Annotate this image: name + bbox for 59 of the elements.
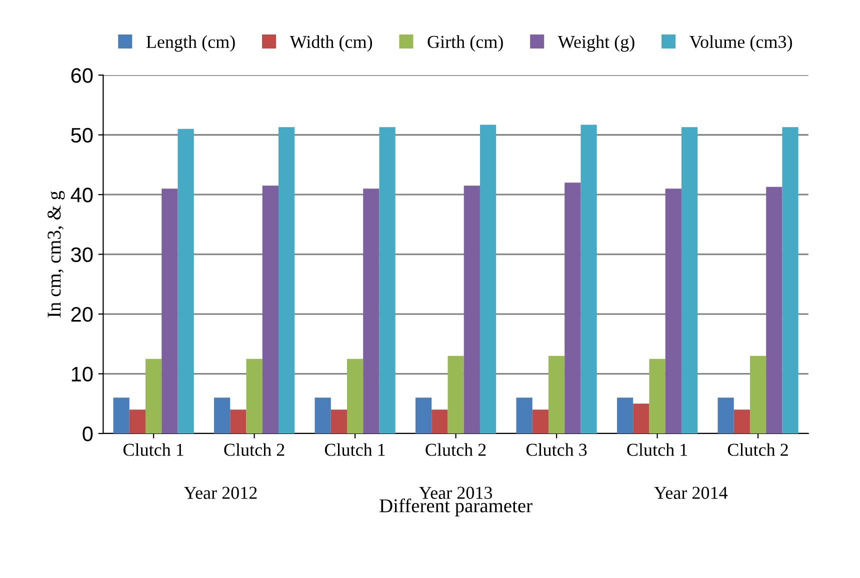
bar (564, 182, 581, 434)
y-tick-label: 10 (72, 366, 93, 382)
bar (330, 410, 347, 434)
bar (416, 398, 432, 434)
bar (379, 127, 396, 434)
bar (314, 398, 331, 434)
bar (750, 356, 766, 434)
legend-label: Volume (cm3) (690, 35, 792, 52)
x-tick-label: Clutch 2 (728, 443, 788, 456)
bar (464, 186, 480, 434)
y-axis-title: In cm, cm3, & g (48, 190, 65, 318)
text: Year 2013 (419, 486, 492, 499)
legend-label: Girth (cm) (428, 35, 503, 52)
bar (548, 356, 565, 434)
bar (516, 398, 532, 434)
y-tick-label: 60 (71, 68, 93, 83)
bar (230, 410, 246, 434)
bar (681, 127, 698, 434)
x-tick-label: Clutch 2 (224, 443, 284, 456)
bar (214, 398, 230, 434)
bar (246, 358, 262, 434)
bar (178, 128, 194, 434)
legend-label: Weight (g) (558, 35, 634, 52)
y-tick-label: 20 (71, 307, 93, 322)
bar (718, 398, 734, 434)
bar (633, 404, 650, 434)
bar (347, 358, 364, 434)
bar (146, 358, 162, 434)
bar (782, 127, 798, 434)
bar (129, 410, 146, 434)
x-tick-label: Clutch 1 (123, 443, 184, 456)
y-tick-label: 0 (82, 426, 93, 442)
text: Year 2014 (654, 486, 728, 499)
y-tick-label: 40 (70, 188, 93, 202)
bar (665, 188, 682, 434)
bar (262, 186, 278, 434)
y-tick-label: 50 (71, 128, 93, 143)
bar (480, 124, 496, 434)
bar (649, 358, 666, 434)
x-axis-title: Different parameter (380, 498, 532, 516)
bar (448, 356, 464, 434)
text: Year 2012 (184, 486, 257, 499)
x-tick-label: Clutch 3 (526, 443, 587, 456)
bar (532, 410, 548, 434)
y-tick-label: 30 (71, 247, 93, 262)
x-tick-label: Clutch 1 (324, 443, 385, 456)
bar (363, 188, 380, 434)
bar (432, 410, 448, 434)
bar (734, 410, 750, 434)
legend-label: Length (cm) (146, 35, 235, 52)
bar (278, 127, 295, 434)
legend-label: Width (cm) (290, 35, 372, 52)
x-tick-label: Clutch 2 (426, 443, 486, 456)
bar (113, 398, 130, 434)
x-tick-label: Clutch 1 (627, 443, 688, 456)
bar (616, 398, 634, 434)
bar (162, 188, 178, 434)
bar (766, 186, 782, 434)
bar (580, 124, 597, 434)
